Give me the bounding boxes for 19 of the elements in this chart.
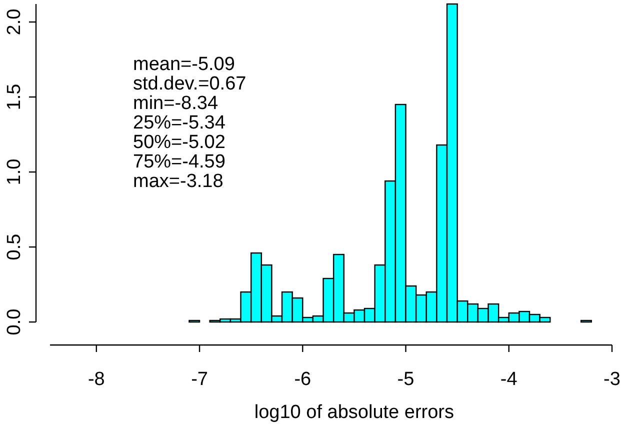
annotation: 75%=-4.59: [133, 152, 226, 172]
x-tick-label: -6: [294, 369, 312, 390]
y-tick-label: 1.0: [4, 158, 25, 186]
y-tick-label: 1.5: [4, 84, 25, 110]
x-tick-label: -8: [88, 369, 105, 390]
annotation: mean=-5.09: [133, 54, 235, 75]
x-tick-label: -5: [397, 369, 414, 390]
annotation: 25%=-5.34: [133, 112, 226, 134]
x-tick-label: -3: [604, 369, 620, 390]
x-tick-label: -4: [500, 369, 518, 390]
annotation: max=-3.18: [133, 171, 224, 192]
annotation: std.dev.=0.67: [133, 74, 246, 94]
y-tick-label: 0.0: [4, 308, 25, 336]
annotation: min=-8.34: [133, 93, 218, 114]
x-tick-label: -7: [191, 369, 208, 390]
annotation: 50%=-5.02: [133, 132, 226, 153]
x-axis-title: log10 of absolute errors: [254, 402, 454, 423]
y-tick-label: 0.5: [4, 234, 25, 260]
y-tick-label: 2.0: [4, 8, 25, 36]
